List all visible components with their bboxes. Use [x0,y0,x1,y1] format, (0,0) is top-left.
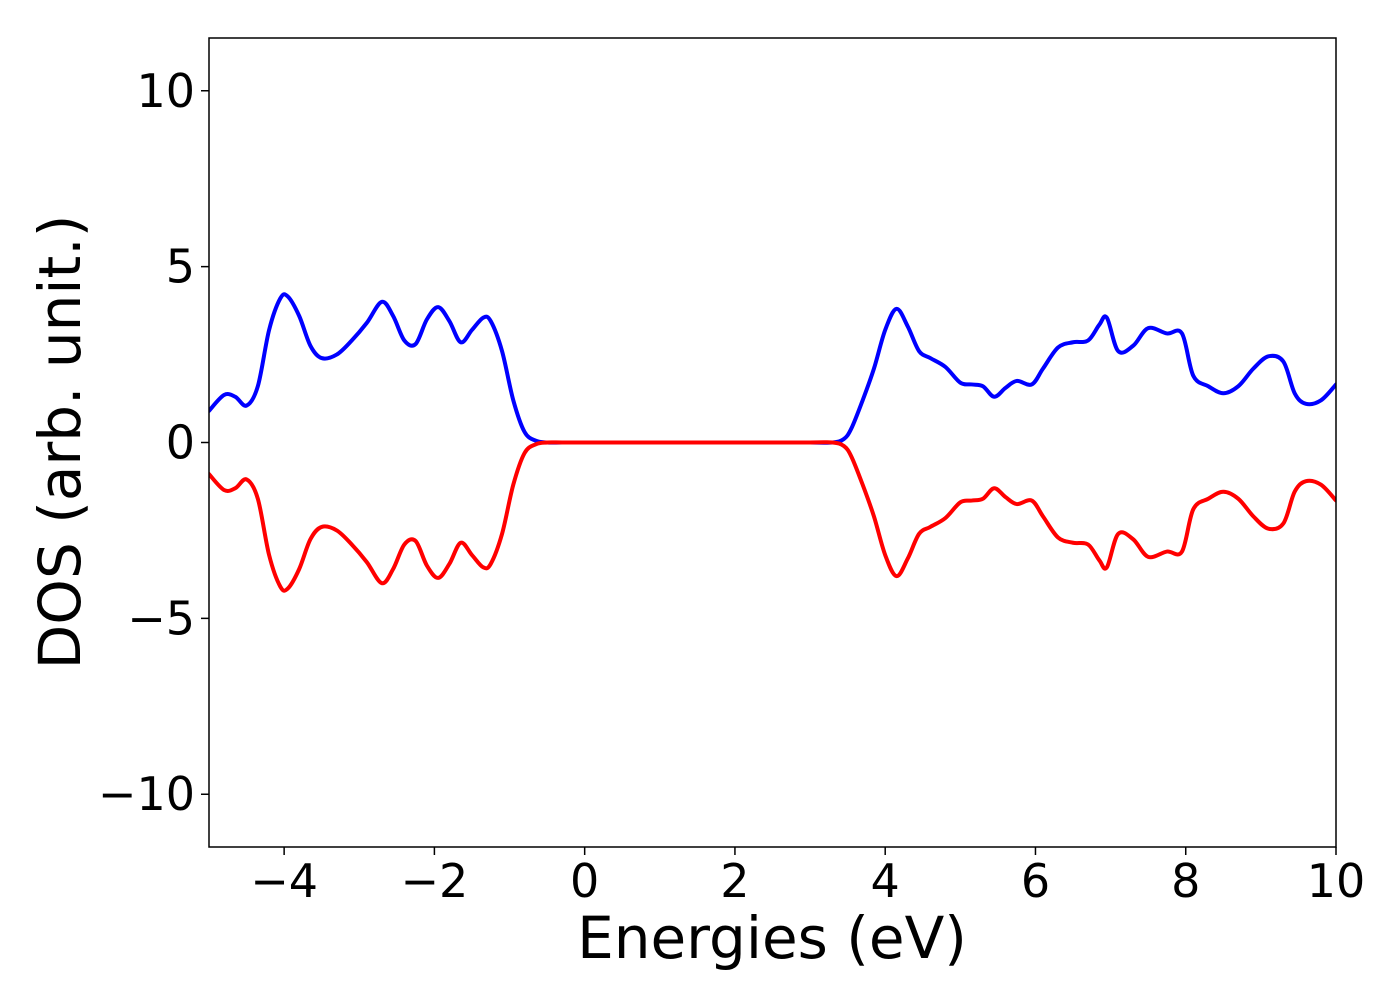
y-axis-ticks: −10 −5 0 5 10 [98,64,209,821]
y-tick-label: 10 [136,64,195,118]
y-tick-label: 5 [166,240,195,294]
x-tick-label: 2 [720,854,749,908]
x-axis-label: Energies (eV) [577,904,967,972]
x-tick-label: −2 [400,854,468,908]
x-tick-label: −4 [250,854,318,908]
x-axis-ticks: −4 −2 0 2 4 6 8 10 [250,847,1365,908]
series-layer [209,292,1336,593]
y-axis-label: DOS (arb. unit.) [26,215,94,670]
x-tick-label: 8 [1171,854,1200,908]
series-line-1 [209,292,1336,445]
x-tick-label: 4 [871,854,900,908]
y-tick-label: −10 [98,767,195,821]
x-tick-label: 0 [570,854,599,908]
y-tick-label: −5 [127,591,195,645]
x-tick-label: 6 [1021,854,1050,908]
y-tick-label: 0 [166,416,195,470]
series-line-2 [209,440,1336,593]
x-tick-label: 10 [1307,854,1366,908]
